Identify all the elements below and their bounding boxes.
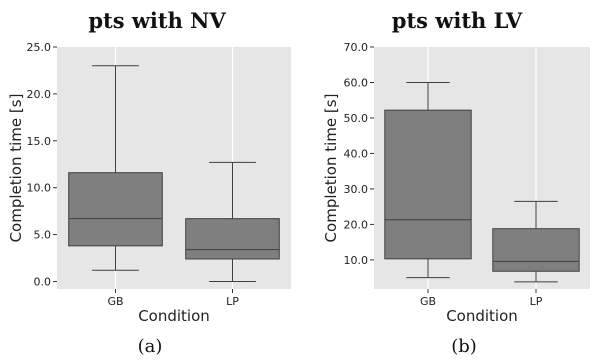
y-tick-label: 10.0 [27,182,52,195]
box-iqr [384,109,472,260]
box-iqr [68,172,163,247]
box-lp [492,200,580,283]
y-tick-label: 15.0 [27,135,52,148]
box-lp [185,161,280,282]
y-tick-label: 10.0 [344,254,369,267]
y-tick-label: 30.0 [344,183,369,196]
box-iqr [492,228,580,272]
y-tick-label: 70.0 [344,41,369,54]
chart-title: pts with LV [392,8,523,33]
x-tick-label: GB [420,295,436,308]
x-tick-label: LP [530,295,543,308]
y-tick-label: 25.0 [27,41,52,54]
figure-caption: (a) [138,336,163,357]
box-gb [384,81,472,279]
y-tick-label: 50.0 [344,112,369,125]
y-tick-label: 20.0 [27,88,52,101]
x-axis-label: Condition [138,307,210,325]
chart-panel-a: pts with NV 0.0 5.0 10.0 15.0 20.0 25.0 Complet… [7,8,291,357]
chart-panel-b: pts with LV 10.0 20.0 30.0 40.0 50.0 60.0 70.0 C… [322,8,590,357]
box-iqr [185,218,280,260]
y-tick-label: 20.0 [344,218,369,231]
y-tick-label: 5.0 [34,229,52,242]
y-tick-label: 0.0 [34,275,52,288]
chart-title: pts with NV [88,8,226,33]
figure-caption: (b) [451,336,477,357]
y-tick-label: 40.0 [344,147,369,160]
box-gb [68,65,163,271]
y-tick-label: 60.0 [344,76,369,89]
x-axis-label: Condition [446,307,518,325]
y-axis-label: Completion time [s] [322,94,340,243]
x-tick-label: GB [107,295,123,308]
y-axis-label: Completion time [s] [7,94,25,243]
x-tick-label: LP [226,295,239,308]
